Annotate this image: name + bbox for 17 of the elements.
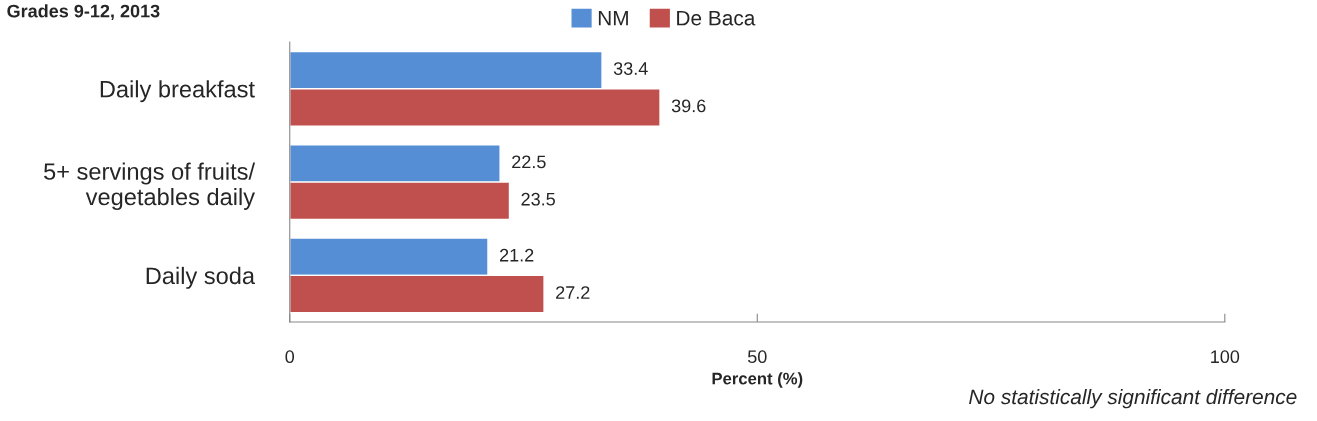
x-tick-label: 0 [285, 350, 295, 364]
data-label: 33.4 [613, 62, 648, 75]
data-label: 39.6 [671, 99, 706, 113]
x-tick-label: 100 [1211, 350, 1240, 364]
legend-label: De Baca [677, 10, 756, 26]
data-label: 23.5 [521, 192, 555, 206]
legend-label: NM [598, 10, 628, 26]
x-axis-title: Percent (%) [712, 372, 803, 388]
data-label: 27.2 [556, 286, 590, 299]
text: No statistically significant difference [969, 388, 1297, 409]
data-label: 21.2 [499, 248, 534, 262]
y-tick-label: Daily soda [146, 266, 256, 289]
text: Grades 9-12, 2013 [7, 4, 160, 21]
data-label: 22.5 [512, 155, 546, 169]
y-tick-label: Daily breakfast [100, 80, 255, 103]
y-tick-label: 5+ servings of fruits/ vegetables daily [44, 162, 256, 210]
x-tick-label: 50 [747, 350, 767, 364]
